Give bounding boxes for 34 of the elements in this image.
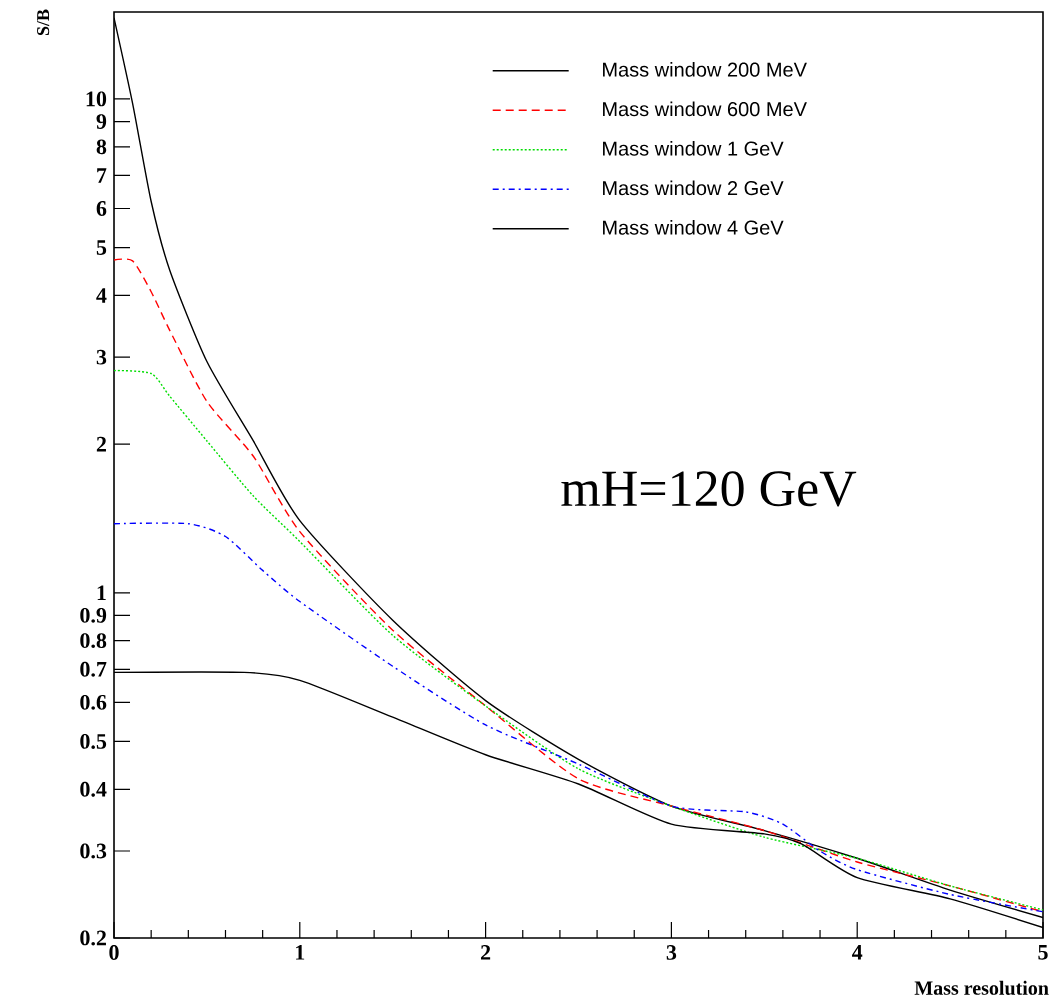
x-tick-label: 3 (666, 945, 677, 960)
x-tick-label: 1 (296, 945, 305, 960)
y-tick-label: 0.4 (80, 781, 107, 797)
y-tick-label: 0.3 (80, 843, 107, 859)
legend-label: Mass window 200 MeV (603, 62, 807, 77)
y-tick-label: 10 (86, 91, 107, 107)
line-series (114, 522, 1043, 913)
y-tick-label: 8 (96, 139, 107, 155)
line-series (114, 369, 1043, 911)
y-tick-label: 7 (97, 168, 107, 183)
x-axis-title: Mass resolution (914, 980, 1049, 995)
legend-label: Mass window 2 GeV (603, 180, 784, 196)
x-tick-label: 5 (1038, 945, 1048, 960)
legend-label: Mass window 600 MeV (603, 101, 807, 117)
y-tick-label: 3 (96, 349, 107, 365)
y-tick-label: 4 (96, 288, 107, 303)
y-tick-label: 0.7 (80, 661, 107, 677)
y-axis-title: S/B (37, 9, 50, 36)
y-tick-label: 0.9 (80, 607, 107, 623)
y-tick-label: 2 (96, 436, 106, 452)
y-tick-label: 5 (96, 240, 107, 255)
legend-label: Mass window 4 GeV (603, 220, 784, 235)
y-tick-label: 0.2 (80, 930, 106, 946)
y-tick-label: 0.6 (80, 694, 107, 710)
y-tick-label: 6 (96, 201, 107, 216)
y-tick-label: 0.5 (80, 733, 107, 749)
legend-label: Mass window 1 GeV (603, 141, 784, 156)
y-tick-label: 0.8 (80, 633, 107, 649)
x-tick-label: 2 (481, 945, 491, 960)
x-tick-label: 4 (852, 945, 863, 960)
y-tick-label: 9 (96, 114, 107, 129)
annotation: mH=120 GeV (561, 471, 857, 507)
y-tick-label: 1 (97, 585, 106, 601)
x-tick-label: 0 (109, 945, 119, 960)
